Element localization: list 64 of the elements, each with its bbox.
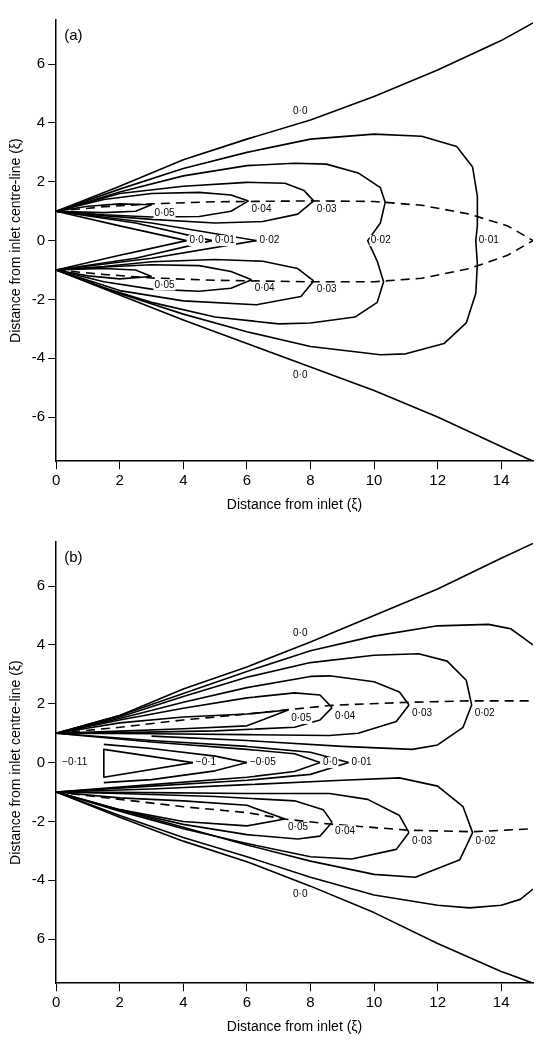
y-tick-label: 0	[36, 230, 46, 248]
annotation: −0·11	[62, 756, 88, 768]
annotation: 0·04	[254, 281, 276, 293]
x-tick-label: 4	[179, 471, 188, 489]
y-tick-label: 4	[36, 635, 46, 653]
y-tick-label: 4	[36, 113, 46, 131]
annotation: 0·0	[293, 369, 308, 381]
x-axis-title: Distance from inlet (ξ)	[226, 1018, 363, 1035]
annotation: 0·03	[412, 834, 433, 846]
x-tick-label: 0	[51, 993, 61, 1011]
y-tick-label: -4	[31, 348, 46, 366]
x-tick-label: 12	[429, 993, 446, 1011]
annotation: 0·05	[288, 821, 309, 833]
y-tick-label: -6	[31, 407, 46, 425]
x-tick-label: 0	[51, 471, 61, 489]
annotation: 0·04	[335, 824, 356, 836]
x-tick-label: 8	[306, 993, 315, 1011]
y-tick-label: -4	[31, 870, 46, 888]
x-tick-label: 2	[115, 993, 124, 1011]
chart-title: (b)	[64, 547, 83, 565]
annotation: 0·03	[316, 283, 338, 295]
x-tick-label: 2	[115, 471, 124, 489]
annotation: 0·05	[291, 712, 312, 724]
annotation: 0·04	[251, 203, 272, 215]
annotation: −0·05	[249, 756, 277, 768]
x-tick-label: 6	[242, 993, 252, 1011]
annotation: 0·04	[335, 709, 356, 721]
annotation: −0·1	[195, 756, 217, 768]
y-axis-title: Distance from inlet centre-line (ξ)	[7, 138, 24, 343]
annotation: 0·0	[189, 234, 205, 246]
y-tick-label: -2	[31, 811, 46, 829]
annotation: 0·0	[293, 888, 308, 900]
y-tick-label: -2	[31, 289, 46, 307]
x-tick-label: 12	[429, 471, 446, 489]
x-tick-label: 10	[365, 993, 383, 1011]
chart-title: (a)	[64, 25, 83, 43]
annotation: 0·02	[474, 707, 496, 719]
annotation: 0·0	[323, 756, 338, 768]
x-tick-label: 14	[492, 993, 510, 1011]
y-tick-label: 6	[36, 576, 46, 594]
y-tick-label: 0	[36, 752, 46, 770]
y-tick-label: 6	[36, 54, 46, 72]
annotation: 0·0	[293, 627, 308, 639]
y-tick-label: 2	[36, 171, 46, 189]
annotation: 0·0	[293, 105, 308, 117]
x-tick-label: 6	[242, 471, 252, 489]
x-tick-label: 10	[365, 471, 383, 489]
annotation: 0·02	[370, 234, 392, 246]
x-tick-label: 14	[492, 471, 510, 489]
annotation: 0·02	[475, 834, 497, 846]
x-tick-label: 4	[179, 993, 188, 1011]
y-axis-title: Distance from inlet centre-line (ξ)	[7, 660, 24, 865]
x-tick-label: 8	[306, 471, 315, 489]
y-tick-label: 2	[36, 693, 46, 711]
annotation: 0·05	[154, 278, 175, 290]
annotation: 0·03	[412, 707, 433, 719]
x-axis-title: Distance from inlet (ξ)	[226, 496, 363, 513]
annotation: 0·01	[214, 234, 236, 246]
annotation: 0·03	[316, 203, 338, 215]
annotation: 0·05	[154, 206, 175, 218]
annotation: 0·02	[259, 234, 280, 246]
y-tick-label: 6	[36, 929, 46, 947]
annotation: 0·01	[351, 756, 373, 768]
annotation: 0·01	[478, 234, 500, 246]
